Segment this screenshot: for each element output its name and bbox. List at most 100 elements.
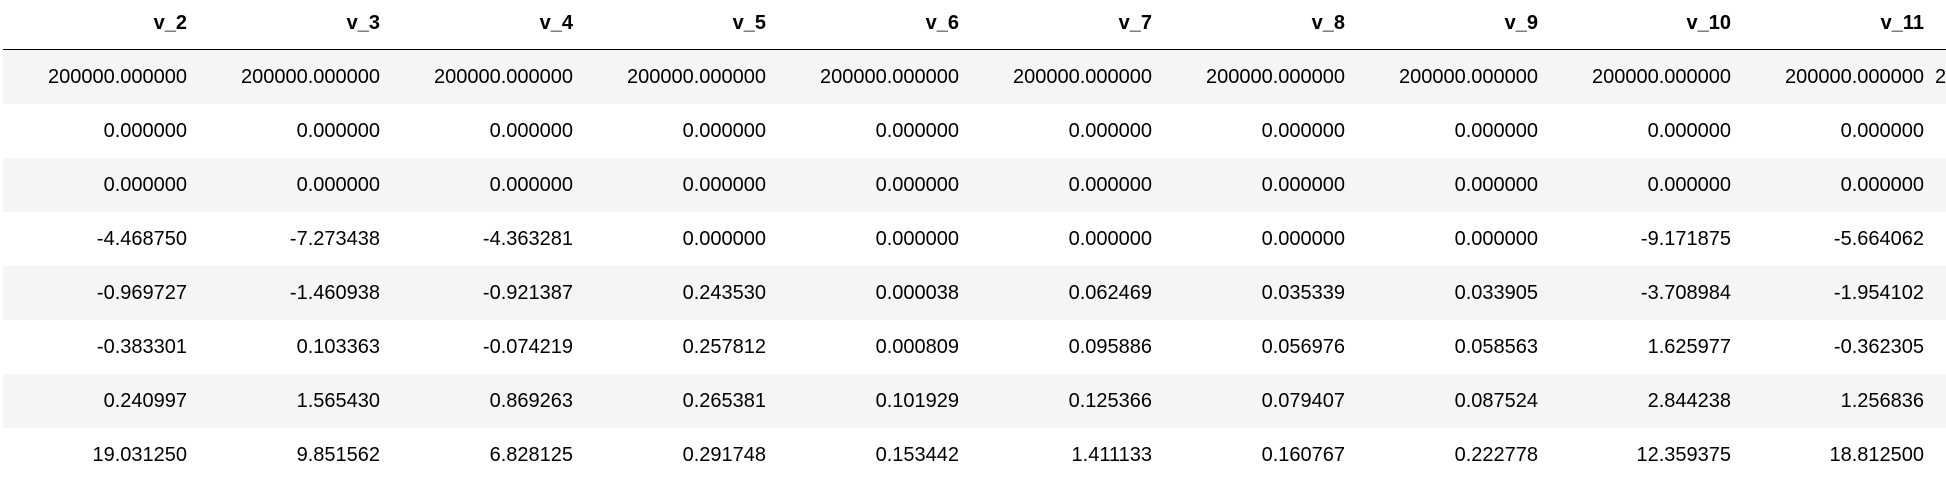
table-cell: 0.000038 [775, 266, 968, 320]
column-header: v_2 [3, 0, 196, 50]
column-header: v_9 [1354, 0, 1547, 50]
column-header: v_11 [1740, 0, 1933, 50]
table-cell: 0.000000 [489, 119, 573, 142]
table-cell: -0.921387 [389, 266, 582, 320]
table-cell: 0.062469 [968, 266, 1161, 320]
table-cell: 0.000000 [775, 158, 968, 212]
table-cell: 200000.000000 [1354, 49, 1547, 104]
table-cell: 0.000000 [582, 158, 775, 212]
table-cell: 0.000000 [968, 158, 1161, 212]
column-header-partial [1933, 0, 1946, 50]
table-cell: 0.095886 [1068, 335, 1152, 358]
table-row: -0.969727 -1.460938 -0.921387 0.243530 0.000… [3, 266, 1946, 320]
dataframe-table: v_2 v_3 v_4 v_5 v_6 v_7 v_8 v_9 v_10 v_11 200000.… [3, 0, 1946, 482]
table-cell: 0.265381 [582, 374, 775, 428]
table-row: 200000.000000 200000.000000 200000.000000 2… [3, 49, 1946, 104]
table-cell: 0.160767 [1261, 443, 1345, 466]
table-cell: 200000.000000 [968, 49, 1161, 104]
table-cell: 0.000809 [875, 335, 959, 358]
table-cell: 12.359375 [1636, 443, 1731, 466]
table-cell: 0.000000 [682, 119, 766, 142]
table-cell: 0.079407 [1161, 374, 1354, 428]
table-row: -0.383301 0.103363 -0.074219 0.257812 0.0008… [3, 320, 1946, 374]
table-cell: 200000.000000 [775, 49, 968, 104]
table-cell: 1.625977 [1647, 335, 1731, 358]
table-cell: 0.103363 [296, 335, 380, 358]
column-header: v_4 [389, 0, 582, 50]
table-cell-partial [1933, 266, 1946, 320]
table-cell: 0.000000 [3, 158, 196, 212]
table-cell: 200000.000000 [1547, 49, 1740, 104]
table-cell: -0.383301 [96, 335, 187, 358]
table-cell: -0.362305 [1833, 335, 1924, 358]
header-row: v_2 v_3 v_4 v_5 v_6 v_7 v_8 v_9 v_10 v_11 [3, 0, 1946, 50]
table-cell-partial [1933, 428, 1946, 482]
table-cell: 0.056976 [1261, 335, 1345, 358]
table-cell: 0.101929 [775, 374, 968, 428]
table-cell: 0.125366 [968, 374, 1161, 428]
table-cell: 200000.000000 [1161, 49, 1354, 104]
table-cell: 0.000000 [1547, 158, 1740, 212]
table-cell: 0.000000 [1261, 119, 1345, 142]
table-cell: 0.058563 [1454, 335, 1538, 358]
table-cell: 0.000000 [1740, 158, 1933, 212]
table-cell: 0.000000 [103, 119, 187, 142]
table-cell-partial [1933, 104, 1946, 158]
table-row: 0.240997 1.565430 0.869263 0.265381 0.101929… [3, 374, 1946, 428]
table-cell: 0.000000 [875, 119, 959, 142]
table-cell: 0.000000 [196, 158, 389, 212]
table-cell: -1.954102 [1740, 266, 1933, 320]
table-cell: 9.851562 [296, 443, 380, 466]
table-cell: 0.000000 [1354, 158, 1547, 212]
table-cell: 0.257812 [682, 335, 766, 358]
column-header: v_6 [775, 0, 968, 50]
table-cell: 0.000000 [1647, 119, 1731, 142]
partial-cell-text: 20 [1935, 65, 1946, 88]
table-cell: 0.000000 [1840, 119, 1924, 142]
table-cell: 0.035339 [1161, 266, 1354, 320]
table-cell: 200000.000000 [3, 49, 196, 104]
table-cell: 19.031250 [92, 443, 187, 466]
table-cell: 1.256836 [1740, 374, 1933, 428]
table-cell: -4.468750 [96, 227, 187, 250]
table-cell: -4.363281 [482, 227, 573, 250]
table-cell: 0.000000 [1161, 158, 1354, 212]
table-row: 19.031250 9.851562 6.828125 0.291748 0.15344… [3, 428, 1946, 482]
column-header: v_5 [582, 0, 775, 50]
table-cell: 0.000000 [1068, 119, 1152, 142]
table-cell: 2.844238 [1547, 374, 1740, 428]
table-cell: -1.460938 [196, 266, 389, 320]
table-cell: 0.153442 [875, 443, 959, 466]
table-cell: -7.273438 [289, 227, 380, 250]
column-header: v_10 [1547, 0, 1740, 50]
table-cell: 1.411133 [1071, 443, 1152, 466]
table-cell: -5.664062 [1833, 227, 1924, 250]
table-cell-partial [1933, 374, 1946, 428]
table-cell: 0.000000 [1261, 227, 1345, 250]
table-cell: 200000.000000 [582, 49, 775, 104]
table-cell-partial [1933, 212, 1946, 266]
table-cell: 0.087524 [1354, 374, 1547, 428]
table-cell: 6.828125 [489, 443, 573, 466]
column-header: v_7 [968, 0, 1161, 50]
table-cell: 200000.000000 [389, 49, 582, 104]
table-cell-partial: 20 [1933, 49, 1946, 104]
column-header: v_8 [1161, 0, 1354, 50]
table-cell: 200000.000000 [1740, 49, 1933, 104]
table-cell-partial [1933, 158, 1946, 212]
table-cell: 0.240997 [3, 374, 196, 428]
table-cell: 0.000000 [1068, 227, 1152, 250]
table-cell: 0.000000 [296, 119, 380, 142]
table-cell: 0.033905 [1354, 266, 1547, 320]
table-cell: 0.000000 [1454, 119, 1538, 142]
table-cell: 0.000000 [875, 227, 959, 250]
table-cell: -9.171875 [1640, 227, 1731, 250]
table-cell: 0.000000 [389, 158, 582, 212]
table-cell: 1.565430 [196, 374, 389, 428]
table-cell: 200000.000000 [196, 49, 389, 104]
table-cell: 0.291748 [682, 443, 766, 466]
table-cell: 0.243530 [582, 266, 775, 320]
table-cell: 0.869263 [389, 374, 582, 428]
table-cell: -0.969727 [3, 266, 196, 320]
